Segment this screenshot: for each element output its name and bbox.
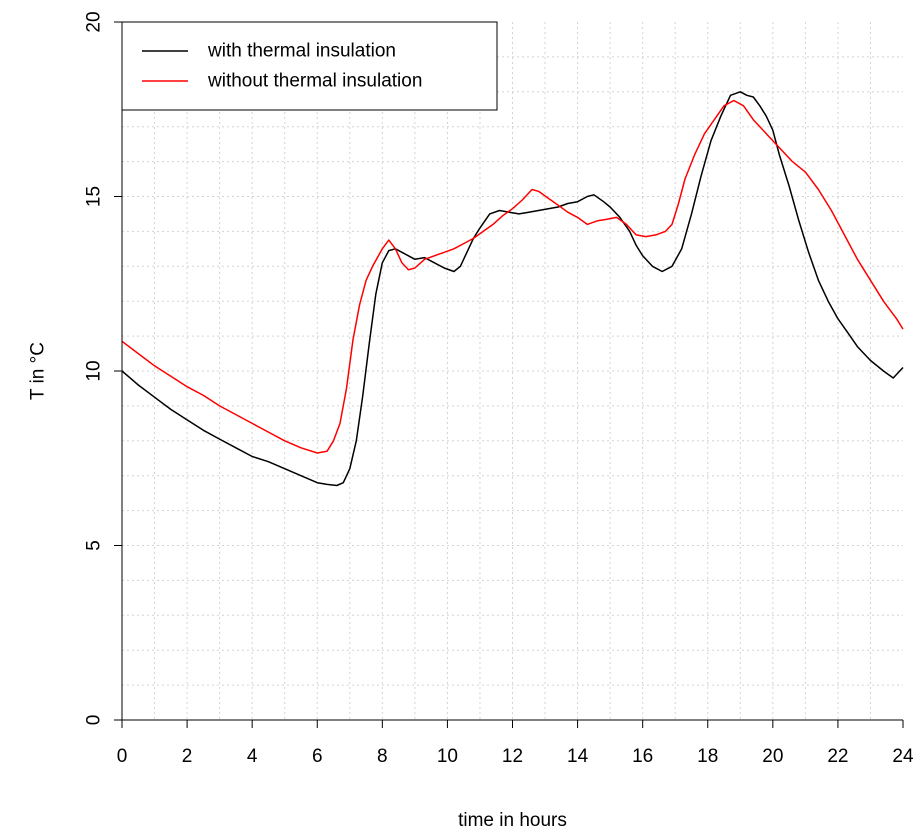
series-line-0 xyxy=(121,91,904,487)
x-tick-label: 14 xyxy=(567,746,589,767)
y-tick-label: 20 xyxy=(84,11,105,32)
grid xyxy=(122,22,903,720)
series-layer xyxy=(121,91,904,487)
x-tick-label: 0 xyxy=(117,746,128,767)
x-tick-label: 6 xyxy=(312,746,323,767)
y-tick-label: 0 xyxy=(84,715,105,726)
x-tick-label: 4 xyxy=(247,746,258,767)
x-tick-label: 20 xyxy=(762,746,783,767)
x-tick-label: 16 xyxy=(632,746,653,767)
x-tick-label: 10 xyxy=(437,746,458,767)
legend-entry-with-insulation: with thermal insulation xyxy=(207,41,396,62)
x-tick-label: 2 xyxy=(182,746,193,767)
x-tick-label: 22 xyxy=(827,746,848,767)
y-tick-label: 5 xyxy=(84,540,105,551)
legend-box xyxy=(121,21,498,111)
series-line-1 xyxy=(121,99,904,454)
y-axis-label: T in °C xyxy=(28,342,49,400)
y-tick-label: 15 xyxy=(84,186,105,207)
x-tick-label: 12 xyxy=(502,746,523,767)
x-tick-label: 18 xyxy=(697,746,718,767)
x-axis-label: time in hours xyxy=(458,810,567,831)
y-tick-label: 10 xyxy=(84,360,105,381)
x-tick-label: 8 xyxy=(377,746,388,767)
legend-entry-without-insulation: without thermal insulation xyxy=(207,71,422,92)
legend: with thermal insulation without thermal … xyxy=(121,21,498,111)
x-tick-label: 24 xyxy=(892,746,914,767)
